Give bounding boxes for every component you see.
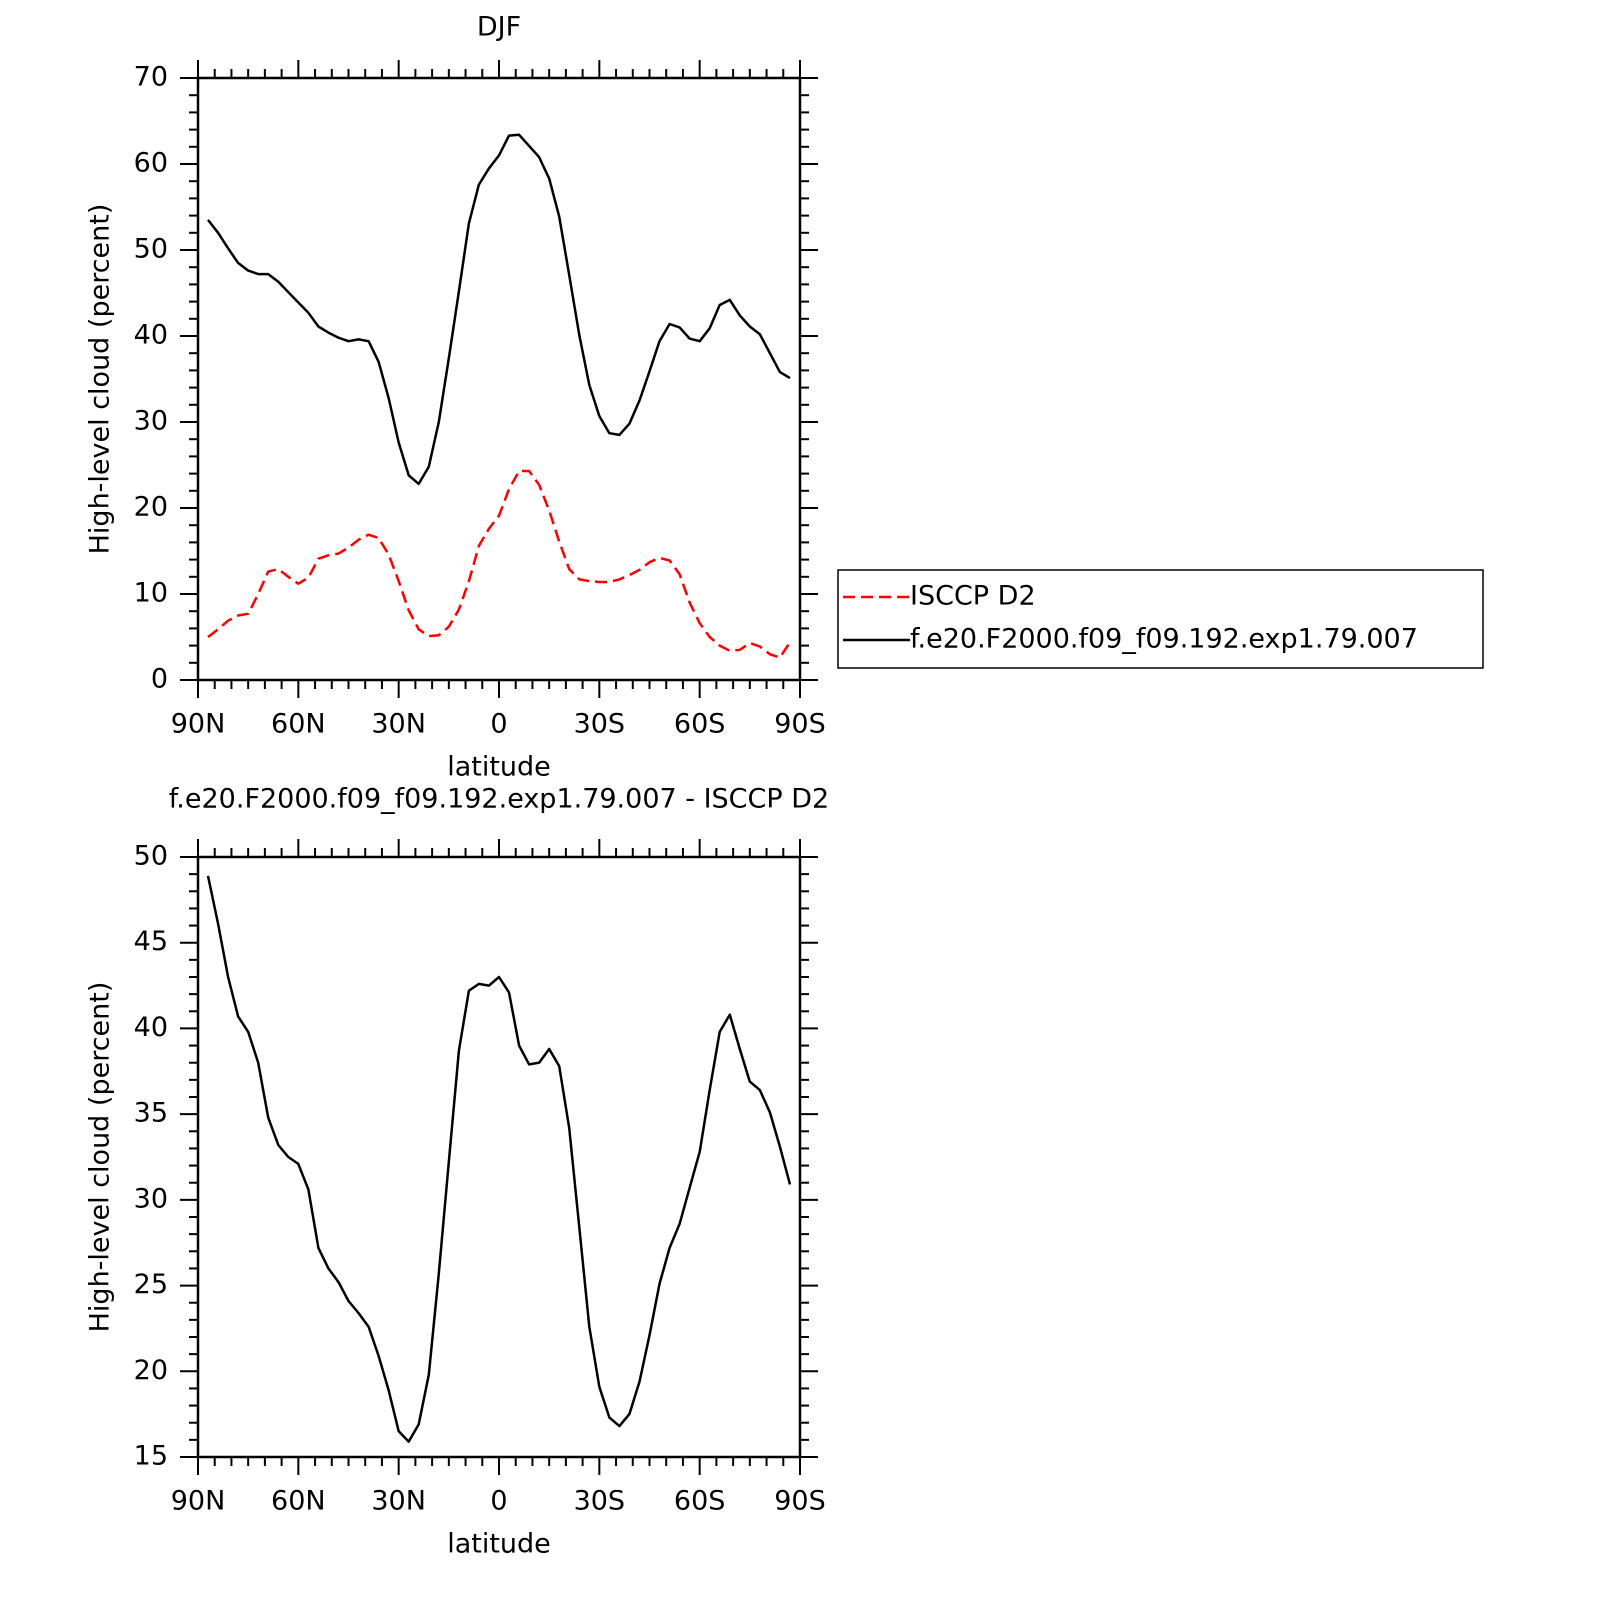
legend-box [837,569,1484,669]
y-tick-label: 30 [134,1183,168,1214]
x-axis-label: latitude [447,1529,551,1560]
y-tick-label: 35 [134,1098,168,1129]
y-axis-label: High-level cloud (percent) [85,204,116,555]
legend-label: ISCCP D2 [910,581,1036,612]
y-tick-label: 15 [134,1441,168,1472]
x-tick-label: 60N [271,1486,326,1517]
legend-label: f.e20.F2000.f09_f09.192.exp1.79.007 [910,624,1418,655]
x-tick-label: 60S [674,1486,726,1517]
x-tick-label: 30S [574,709,626,740]
chart-title: f.e20.F2000.f09_f09.192.exp1.79.007 - IS… [169,784,829,815]
y-tick-label: 70 [134,62,168,93]
y-tick-label: 25 [134,1269,168,1300]
x-tick-label: 90N [171,1486,226,1517]
y-tick-label: 50 [134,234,168,265]
x-tick-label: 90S [774,709,826,740]
x-tick-label: 60S [674,709,726,740]
plot-frame [196,76,802,682]
y-tick-label: 40 [134,1012,168,1043]
y-tick-label: 20 [134,492,168,523]
y-tick-label: 60 [134,148,168,179]
x-tick-label: 90N [171,709,226,740]
y-tick-label: 50 [134,841,168,872]
y-tick-label: 40 [134,320,168,351]
y-axis-label: High-level cloud (percent) [85,982,116,1333]
y-tick-label: 30 [134,406,168,437]
plot-frame [196,855,802,1459]
x-tick-label: 30N [371,1486,426,1517]
x-tick-label: 0 [490,1486,507,1517]
y-tick-label: 0 [151,664,168,695]
chart-title: DJF [477,12,521,43]
series-line [207,469,792,659]
x-tick-label: 30N [371,709,426,740]
y-tick-label: 20 [134,1355,168,1386]
series-line [206,875,792,1443]
x-tick-label: 30S [574,1486,626,1517]
x-tick-label: 60N [271,709,326,740]
x-tick-label: 0 [490,709,507,740]
y-tick-label: 10 [134,578,168,609]
y-tick-label: 45 [134,926,168,957]
x-tick-label: 90S [774,1486,826,1517]
x-axis-label: latitude [447,752,551,783]
series-line [207,133,791,486]
